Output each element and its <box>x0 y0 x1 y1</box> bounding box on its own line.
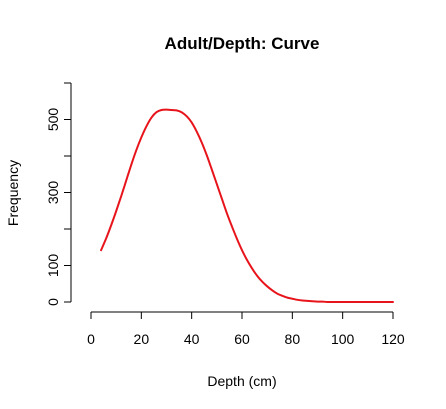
x-tick-label: 80 <box>285 331 301 347</box>
y-axis: 0 100 300 500 <box>45 82 72 306</box>
plot-area <box>100 108 394 304</box>
y-axis-label: Frequency <box>5 160 21 226</box>
y-tick-label: 0 <box>45 298 61 306</box>
x-tick-label: 60 <box>234 331 250 347</box>
chart-title: Adult/Depth: Curve <box>165 34 320 53</box>
x-axis-label: Depth (cm) <box>207 373 276 389</box>
y-tick-label: 500 <box>45 108 61 132</box>
y-tick-label: 100 <box>45 254 61 278</box>
x-tick-label: 100 <box>331 331 355 347</box>
x-tick-label: 20 <box>134 331 150 347</box>
x-tick-label: 0 <box>87 331 95 347</box>
x-tick-label: 120 <box>381 331 405 347</box>
x-axis: 0 20 40 60 80 100 120 <box>87 311 405 347</box>
x-tick-label: 40 <box>184 331 200 347</box>
frequency-curve <box>100 108 394 304</box>
y-tick-label: 300 <box>45 181 61 205</box>
